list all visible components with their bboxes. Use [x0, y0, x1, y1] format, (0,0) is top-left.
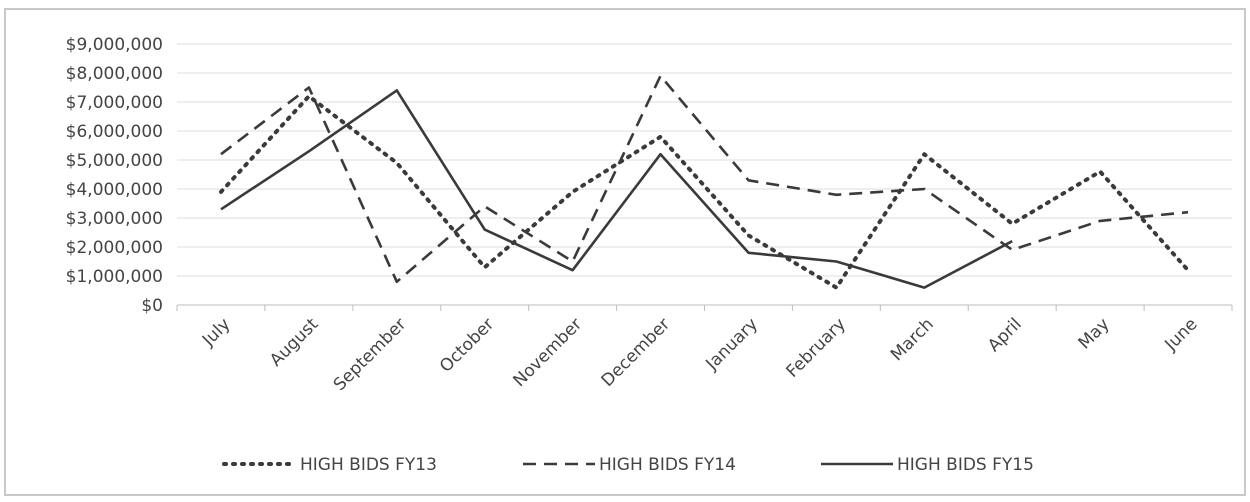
chart-container: $0 $1,000,000 $2,000,000 $3,000,000 $4,000,0…	[4, 8, 1246, 496]
series-line-2	[221, 76, 1188, 282]
x-tick-label: July	[198, 314, 234, 350]
y-tick-label: $0	[141, 296, 163, 316]
x-tick-label: April	[984, 314, 1026, 356]
x-tick-label: December	[598, 314, 674, 390]
x-tick-label: March	[887, 314, 938, 365]
x-tick-label: June	[1161, 314, 1202, 355]
legend: HIGH BIDS FY13 HIGH BIDS FY14 HIGH BIDS FY…	[224, 455, 1034, 475]
gridlines	[177, 44, 1232, 305]
y-tick-label: $3,000,000	[66, 209, 163, 229]
x-tick-label: May	[1075, 314, 1114, 353]
x-tick-label: September	[330, 314, 411, 395]
y-tick-label: $5,000,000	[66, 151, 163, 171]
y-axis: $0 $1,000,000 $2,000,000 $3,000,000 $4,000,0…	[66, 35, 163, 316]
x-tick-label: January	[702, 314, 762, 374]
y-tick-label: $6,000,000	[66, 122, 163, 142]
y-tick-label: $1,000,000	[66, 267, 163, 287]
x-tick-label: November	[509, 314, 586, 391]
line-chart: $0 $1,000,000 $2,000,000 $3,000,000 $4,000,0…	[6, 10, 1248, 498]
x-tick-label: February	[782, 314, 849, 381]
y-tick-label: $8,000,000	[66, 64, 163, 84]
series-line-1	[221, 96, 1188, 287]
y-tick-label: $2,000,000	[66, 238, 163, 258]
x-tick-label: August	[266, 314, 322, 370]
x-axis: July August September October November Decemb…	[177, 305, 1232, 395]
legend-label: HIGH BIDS FY14	[599, 455, 736, 475]
y-tick-label: $7,000,000	[66, 93, 163, 113]
x-tick-label: October	[436, 314, 498, 376]
legend-label: HIGH BIDS FY13	[300, 455, 437, 475]
series-lines	[221, 76, 1188, 288]
y-tick-label: $4,000,000	[66, 180, 163, 200]
y-tick-label: $9,000,000	[66, 35, 163, 55]
legend-label: HIGH BIDS FY15	[897, 455, 1034, 475]
